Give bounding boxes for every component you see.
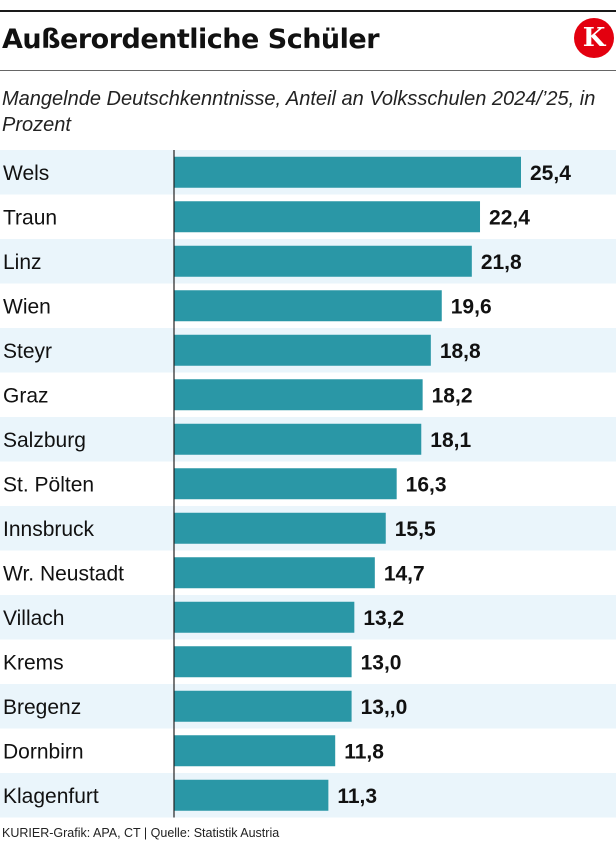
category-label: Dornbirn: [3, 740, 84, 763]
category-label: Krems: [3, 651, 64, 674]
value-label: 21,8: [481, 251, 522, 274]
bar: [174, 468, 397, 500]
bar: [174, 156, 521, 188]
value-label: 18,8: [440, 340, 481, 363]
value-label: 14,7: [384, 562, 425, 585]
bar: [174, 601, 355, 633]
title-divider: [0, 70, 616, 71]
category-label: Wr. Neustadt: [3, 562, 124, 585]
bar: [174, 735, 336, 767]
logo-letter: K: [582, 23, 606, 53]
category-label: Steyr: [3, 340, 52, 363]
bar: [174, 290, 442, 322]
category-label: Wien: [3, 295, 51, 318]
value-label: 16,3: [406, 473, 447, 496]
chart-title: Außerordentliche Schüler: [2, 24, 380, 55]
bar: [174, 423, 422, 455]
value-label: 22,4: [489, 206, 530, 229]
bar-chart: Wels 25,4 Traun 22,4 Linz 21,8 Wien 19,6 Steyr 18…: [0, 150, 616, 818]
bar: [174, 779, 329, 811]
value-label: 18,2: [432, 384, 473, 407]
category-label: Bregenz: [3, 696, 81, 719]
value-label: 11,3: [337, 785, 377, 808]
category-label: Wels: [3, 162, 49, 185]
category-label: Klagenfurt: [3, 785, 99, 808]
bar: [174, 334, 431, 366]
source-credit: KURIER-Grafik: APA, CT | Quelle: Statist…: [2, 826, 280, 840]
value-label: 19,6: [451, 295, 492, 318]
bar: [174, 379, 423, 411]
category-label: Graz: [3, 384, 49, 407]
value-label: 13,2: [363, 607, 404, 630]
bar: [174, 245, 472, 277]
value-label: 25,4: [530, 162, 571, 185]
category-label: Linz: [3, 251, 42, 274]
bar: [174, 557, 375, 589]
bar: [174, 646, 352, 678]
top-rule: [0, 10, 616, 12]
category-label: Villach: [3, 607, 64, 630]
kurier-logo: K: [574, 18, 614, 58]
bar: [174, 512, 386, 544]
value-label: 15,5: [395, 518, 436, 541]
category-label: Traun: [3, 206, 57, 229]
category-label: Salzburg: [3, 429, 86, 452]
value-label: 11,8: [344, 740, 384, 763]
category-label: St. Pölten: [3, 473, 94, 496]
value-label: 18,1: [430, 429, 471, 452]
bar: [174, 690, 352, 722]
bar: [174, 201, 481, 233]
value-label: 13,0: [361, 651, 402, 674]
value-label: 13,,0: [361, 696, 408, 719]
category-label: Innsbruck: [3, 518, 95, 541]
chart-subtitle: Mangelnde Deutschkenntnisse, Anteil an V…: [2, 88, 596, 136]
